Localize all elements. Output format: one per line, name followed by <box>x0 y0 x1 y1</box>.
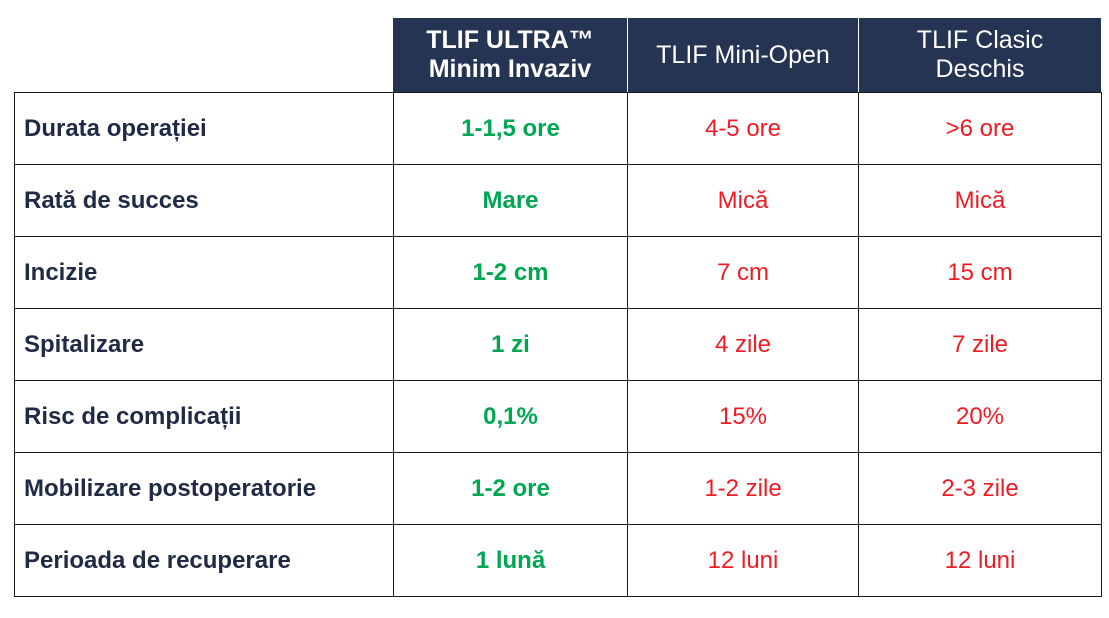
ultra-value: 1-1,5 ore <box>393 92 628 165</box>
mini-open-value: 4 zile <box>627 308 859 381</box>
mini-open-value: 4-5 ore <box>627 92 859 165</box>
ultra-value: 1-2 ore <box>393 452 628 525</box>
mini-open-value: Mică <box>627 164 859 237</box>
ultra-value: Mare <box>393 164 628 237</box>
ultra-value: 1 lună <box>393 524 628 597</box>
header-tlif-ultra-subtitle: Minim Invaziv <box>428 55 592 83</box>
mini-open-value: 7 cm <box>627 236 859 309</box>
table-row: Spitalizare 1 zi 4 zile 7 zile <box>14 308 1102 381</box>
table-row: Durata operației 1-1,5 ore 4-5 ore >6 or… <box>14 92 1102 165</box>
classic-value: Mică <box>858 164 1102 237</box>
header-tlif-classic-title: TLIF Clasic <box>916 26 1044 54</box>
classic-value: >6 ore <box>858 92 1102 165</box>
ultra-value: 1 zi <box>393 308 628 381</box>
mini-open-value: 1-2 zile <box>627 452 859 525</box>
ultra-value: 1-2 cm <box>393 236 628 309</box>
ultra-value: 0,1% <box>393 380 628 453</box>
header-tlif-mini-open: TLIF Mini-Open <box>627 18 858 92</box>
row-label: Rată de succes <box>14 164 394 237</box>
comparison-table: Durata operației 1-1,5 ore 4-5 ore >6 or… <box>14 92 1102 597</box>
row-label: Perioada de recuperare <box>14 524 394 597</box>
row-label: Incizie <box>14 236 394 309</box>
mini-open-value: 12 luni <box>627 524 859 597</box>
table-row: Mobilizare postoperatorie 1-2 ore 1-2 zi… <box>14 452 1102 525</box>
classic-value: 12 luni <box>858 524 1102 597</box>
table-row: Perioada de recuperare 1 lună 12 luni 12… <box>14 524 1102 597</box>
row-label: Spitalizare <box>14 308 394 381</box>
header-tlif-classic: TLIF Clasic Deschis <box>858 18 1101 92</box>
header-tlif-mini-open-title: TLIF Mini-Open <box>656 40 830 69</box>
comparison-header: TLIF ULTRA™ Minim Invaziv TLIF Mini-Open… <box>393 18 1101 92</box>
table-row: Rată de succes Mare Mică Mică <box>14 164 1102 237</box>
mini-open-value: 15% <box>627 380 859 453</box>
table-row: Risc de complicații 0,1% 15% 20% <box>14 380 1102 453</box>
header-tlif-ultra: TLIF ULTRA™ Minim Invaziv <box>393 18 627 92</box>
header-tlif-ultra-title: TLIF ULTRA™ <box>426 26 594 54</box>
classic-value: 15 cm <box>858 236 1102 309</box>
row-label: Durata operației <box>14 92 394 165</box>
table-row: Incizie 1-2 cm 7 cm 15 cm <box>14 236 1102 309</box>
row-label: Mobilizare postoperatorie <box>14 452 394 525</box>
classic-value: 7 zile <box>858 308 1102 381</box>
row-label: Risc de complicații <box>14 380 394 453</box>
classic-value: 2-3 zile <box>858 452 1102 525</box>
header-tlif-classic-subtitle: Deschis <box>935 55 1025 83</box>
classic-value: 20% <box>858 380 1102 453</box>
